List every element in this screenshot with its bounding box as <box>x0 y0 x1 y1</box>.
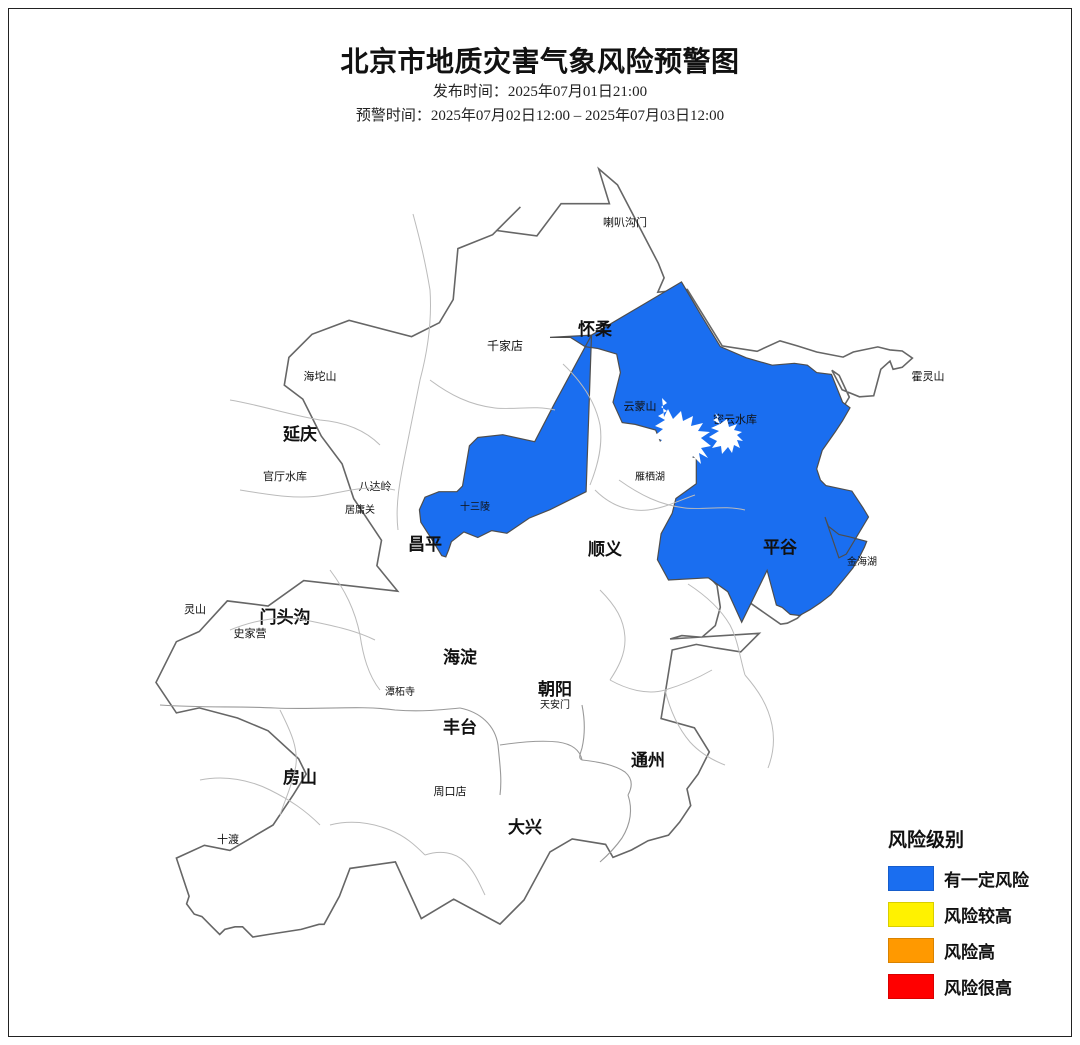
svg-text:丰台: 丰台 <box>443 717 477 737</box>
svg-text:平谷: 平谷 <box>763 538 798 557</box>
svg-text:十渡: 十渡 <box>217 832 239 846</box>
svg-text:周口店: 周口店 <box>434 784 467 798</box>
svg-text:顺义: 顺义 <box>588 539 622 559</box>
svg-text:怀柔: 怀柔 <box>578 320 613 339</box>
svg-text:海坨山: 海坨山 <box>304 369 337 383</box>
svg-text:八达岭: 八达岭 <box>359 479 392 493</box>
svg-text:霍灵山: 霍灵山 <box>912 370 945 383</box>
svg-text:云蒙山: 云蒙山 <box>624 400 657 413</box>
svg-text:千家店: 千家店 <box>487 338 523 353</box>
svg-text:官厅水库: 官厅水库 <box>263 469 307 483</box>
svg-text:居庸关: 居庸关 <box>345 503 375 516</box>
svg-text:延庆: 延庆 <box>282 424 317 444</box>
svg-text:通州: 通州 <box>631 751 665 770</box>
svg-text:灵山: 灵山 <box>184 603 206 616</box>
svg-text:海淀: 海淀 <box>443 647 478 667</box>
svg-text:房山: 房山 <box>283 767 317 787</box>
svg-text:潭柘寺: 潭柘寺 <box>385 685 415 698</box>
svg-text:密云水库: 密云水库 <box>713 412 757 426</box>
svg-text:昌平: 昌平 <box>408 535 442 554</box>
svg-text:门头沟: 门头沟 <box>260 607 311 627</box>
svg-text:史家营: 史家营 <box>234 626 267 640</box>
svg-text:大兴: 大兴 <box>508 817 542 837</box>
svg-text:朝阳: 朝阳 <box>538 679 572 699</box>
svg-text:雁栖湖: 雁栖湖 <box>635 470 665 483</box>
svg-text:十三陵: 十三陵 <box>460 500 490 513</box>
svg-text:金海湖: 金海湖 <box>847 555 877 568</box>
svg-text:天安门: 天安门 <box>540 698 570 711</box>
svg-text:喇叭沟门: 喇叭沟门 <box>603 215 647 229</box>
